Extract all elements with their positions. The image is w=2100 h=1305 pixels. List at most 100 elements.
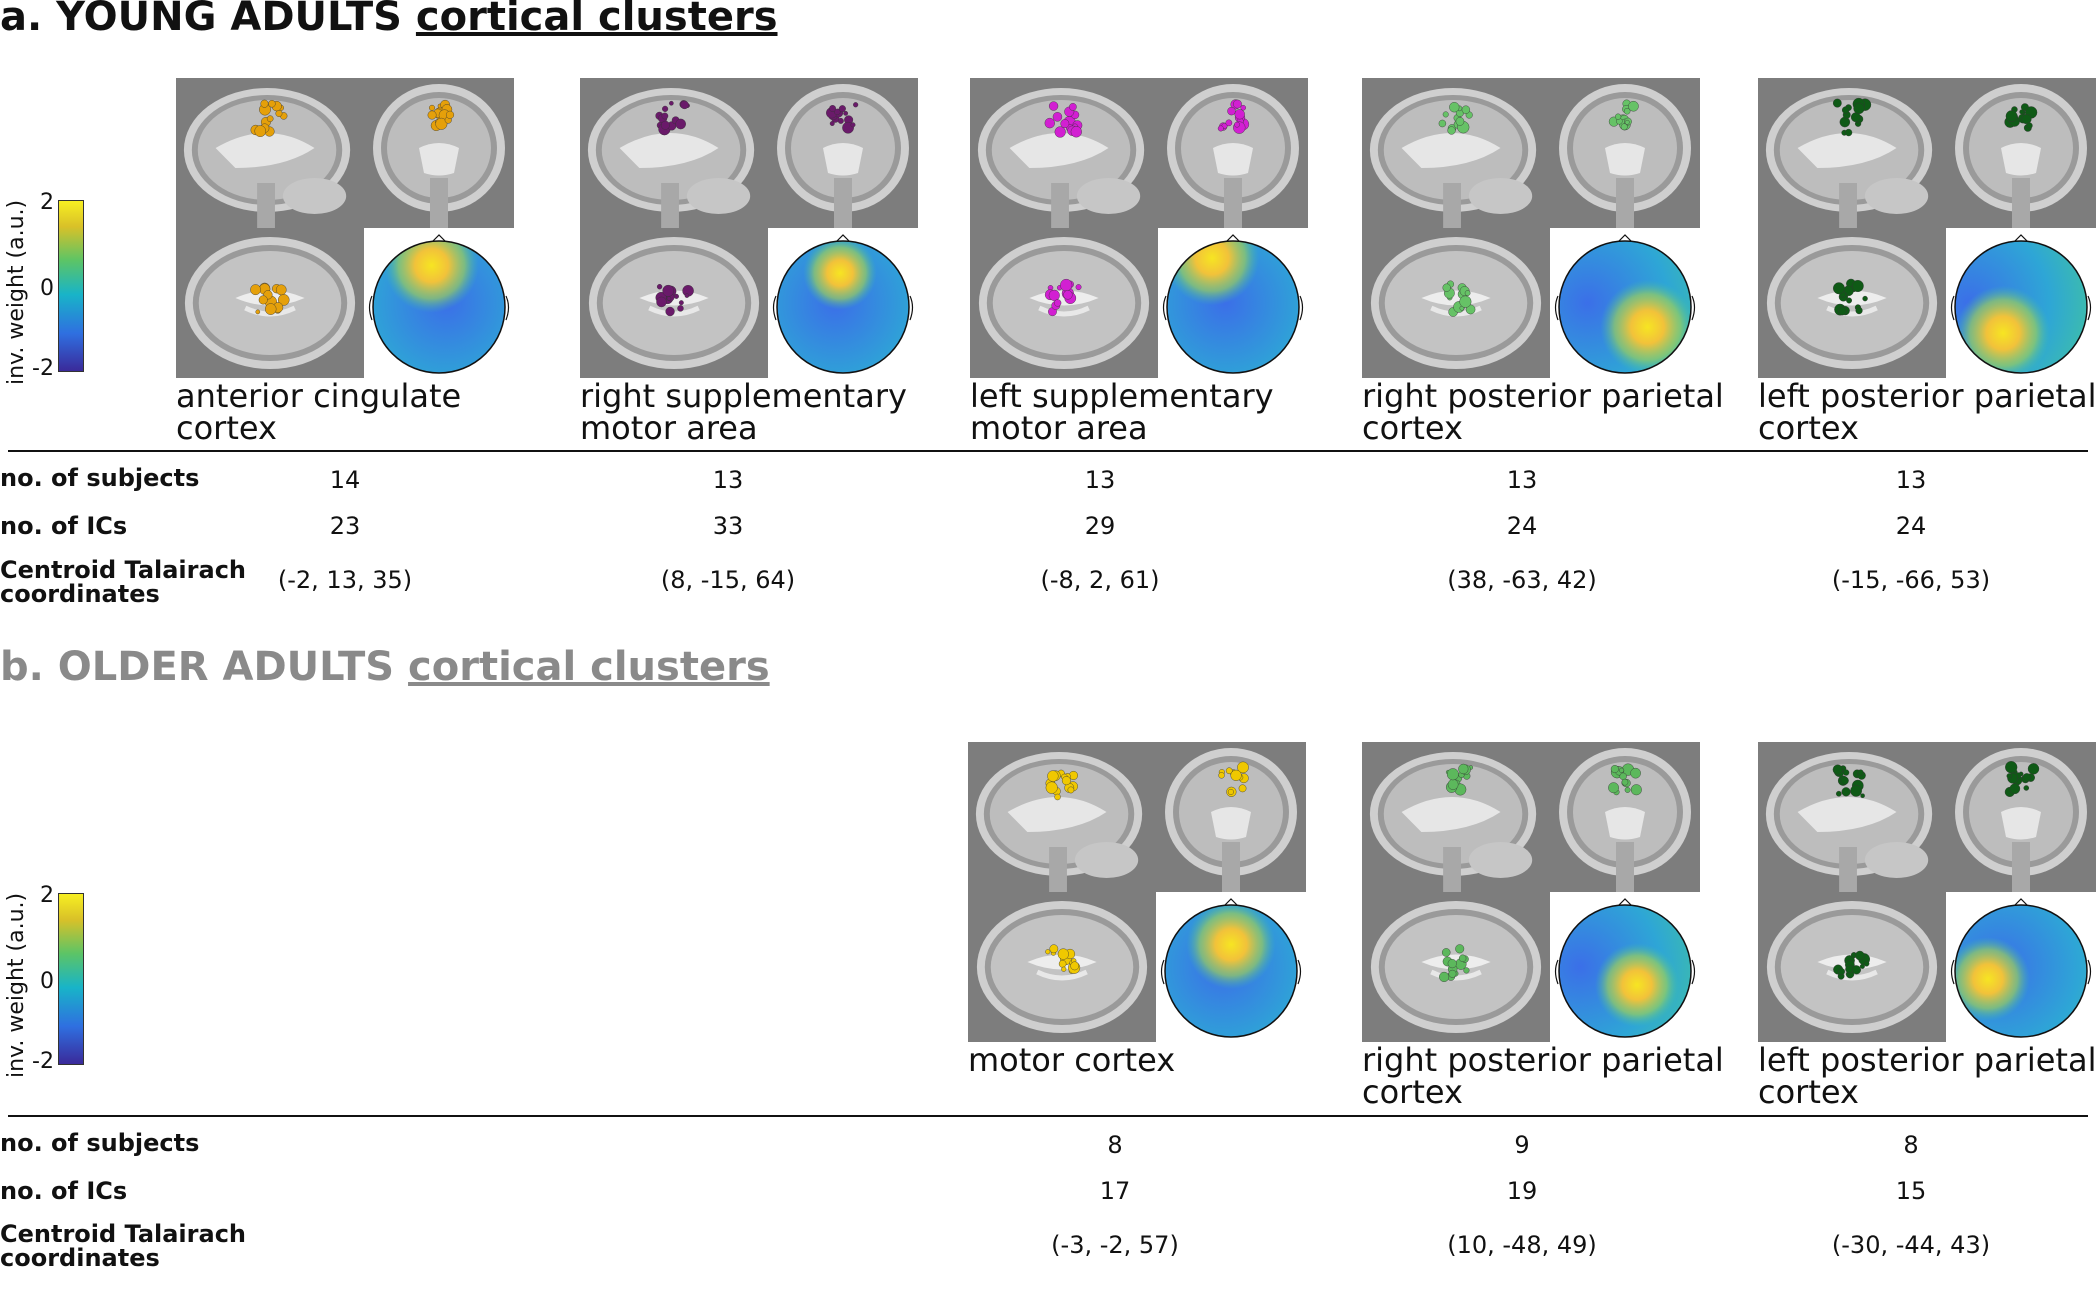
cluster-name-line1: left posterior parietal (1758, 1041, 2097, 1079)
mri-sagittal-image (1362, 78, 1550, 228)
table-cell-coords: (-3, -2, 57) (1051, 1231, 1179, 1259)
table-cell-ics: 19 (1506, 1177, 1538, 1205)
table-cell-subjects: 9 (1514, 1131, 1530, 1159)
section-a-title-link[interactable]: cortical clusters (415, 0, 778, 40)
mri-axial-image (1362, 892, 1550, 1042)
cluster-name-line1: left supplementary (970, 377, 1274, 415)
table-cell-subjects: 13 (1895, 466, 1927, 494)
table-cell-coords: (-15, -66, 53) (1831, 566, 1991, 594)
section-b-title: b. OLDER ADULTS cortical clusters (0, 644, 770, 690)
section-a-title: a. YOUNG ADULTS cortical clusters (0, 0, 778, 40)
mri-coronal-image (1158, 78, 1308, 228)
mri-sagittal-image (970, 78, 1158, 228)
topoplot-image (1550, 228, 1700, 378)
table-cell-subjects: 13 (712, 466, 744, 494)
table-cell-coords: (10, -48, 49) (1447, 1231, 1597, 1259)
table-cell-ics: 24 (1506, 512, 1538, 540)
mri-axial-image (1362, 228, 1550, 378)
topoplot-image (768, 228, 918, 378)
cluster-name-line1: anterior cingulate (176, 377, 462, 415)
mri-coronal-image (768, 78, 918, 228)
colorbar-b-min: -2 (32, 1049, 54, 1074)
mri-sagittal-image (176, 78, 364, 228)
table-cell-ics: 33 (712, 512, 744, 540)
row-label-coords-b-1: Centroid Talairach (0, 1220, 246, 1248)
cluster-name-line2: motor area (970, 409, 1148, 447)
mri-axial-image (968, 892, 1156, 1042)
mri-sagittal-image (1758, 78, 1946, 228)
mri-sagittal-image (580, 78, 768, 228)
table-cell-ics: 17 (1099, 1177, 1131, 1205)
cluster-name-line1: motor cortex (968, 1041, 1176, 1079)
colorbar-b-max: 2 (40, 883, 54, 908)
mri-coronal-image (1156, 742, 1306, 892)
cluster-panel: right supplementary motor area (580, 78, 925, 444)
section-b-title-prefix: b. OLDER ADULTS (0, 644, 395, 690)
mri-coronal-image (364, 78, 514, 228)
colorbar-a (58, 200, 84, 372)
cluster-name-line1: right supplementary (580, 377, 907, 415)
mri-coronal-image (1946, 742, 2096, 892)
colorbar-a-min: -2 (32, 356, 54, 381)
cluster-name-line1: right posterior parietal (1362, 377, 1724, 415)
table-cell-subjects: 13 (1084, 466, 1116, 494)
divider-a (8, 450, 2088, 452)
colorbar-b-mid: 0 (40, 969, 54, 994)
mri-axial-image (1758, 228, 1946, 378)
topoplot-image (1946, 228, 2096, 378)
row-label-subjects-a: no. of subjects (0, 464, 200, 492)
section-b-title-link[interactable]: cortical clusters (408, 644, 770, 690)
divider-b (8, 1115, 2088, 1117)
mri-coronal-image (1550, 78, 1700, 228)
cluster-name-line2: cortex (1758, 1073, 1859, 1111)
cluster-panel: anterior cingulate cortex (176, 78, 521, 444)
table-cell-coords: (-30, -44, 43) (1831, 1231, 1991, 1259)
table-cell-ics: 23 (329, 512, 361, 540)
cluster-name-line2: cortex (1362, 409, 1463, 447)
mri-coronal-image (1550, 742, 1700, 892)
cluster-name-line2: cortex (1758, 409, 1859, 447)
topoplot-image (1550, 892, 1700, 1042)
cluster-panel: right posterior parietal cortex (1362, 742, 1724, 1108)
mri-sagittal-image (1758, 742, 1946, 892)
cluster-name-line2: motor area (580, 409, 758, 447)
colorbar-a-mid: 0 (40, 276, 54, 301)
section-a-title-prefix: a. YOUNG ADULTS (0, 0, 402, 40)
table-cell-coords: (-2, 13, 35) (277, 566, 413, 594)
cluster-panel: left posterior parietal cortex (1758, 742, 2100, 1108)
colorbar-b (58, 893, 84, 1065)
cluster-name-line2: cortex (1362, 1073, 1463, 1111)
cluster-name-line1: right posterior parietal (1362, 1041, 1724, 1079)
table-cell-ics: 29 (1084, 512, 1116, 540)
mri-axial-image (970, 228, 1158, 378)
row-label-ics-b: no. of ICs (0, 1177, 128, 1205)
row-label-ics-a: no. of ICs (0, 512, 128, 540)
row-label-coords-b-2: coordinates (0, 1244, 160, 1272)
row-label-coords-a-2: coordinates (0, 580, 160, 608)
cluster-name-line2: cortex (176, 409, 277, 447)
cluster-name-line1: left posterior parietal (1758, 377, 2097, 415)
table-cell-coords: (38, -63, 42) (1447, 566, 1597, 594)
cluster-panel: left supplementary motor area (970, 78, 1315, 444)
mri-sagittal-image (1362, 742, 1550, 892)
row-label-subjects-b: no. of subjects (0, 1129, 200, 1157)
mri-sagittal-image (968, 742, 1156, 892)
cluster-panel: right posterior parietal cortex (1362, 78, 1724, 444)
cluster-panel: left posterior parietal cortex (1758, 78, 2100, 444)
cluster-panel: motor cortex (968, 742, 1313, 1076)
table-cell-coords: (8, -15, 64) (660, 566, 796, 594)
table-cell-subjects: 8 (1107, 1131, 1123, 1159)
table-cell-subjects: 14 (329, 466, 361, 494)
mri-axial-image (1758, 892, 1946, 1042)
colorbar-a-max: 2 (40, 190, 54, 215)
topoplot-image (364, 228, 514, 378)
mri-axial-image (176, 228, 364, 378)
mri-axial-image (580, 228, 768, 378)
table-cell-coords: (-8, 2, 61) (1040, 566, 1160, 594)
table-cell-subjects: 13 (1506, 466, 1538, 494)
colorbar-b-label: inv. weight (a.u.) (4, 892, 29, 1078)
table-cell-subjects: 8 (1903, 1131, 1919, 1159)
topoplot-image (1946, 892, 2096, 1042)
topoplot-image (1158, 228, 1308, 378)
mri-coronal-image (1946, 78, 2096, 228)
